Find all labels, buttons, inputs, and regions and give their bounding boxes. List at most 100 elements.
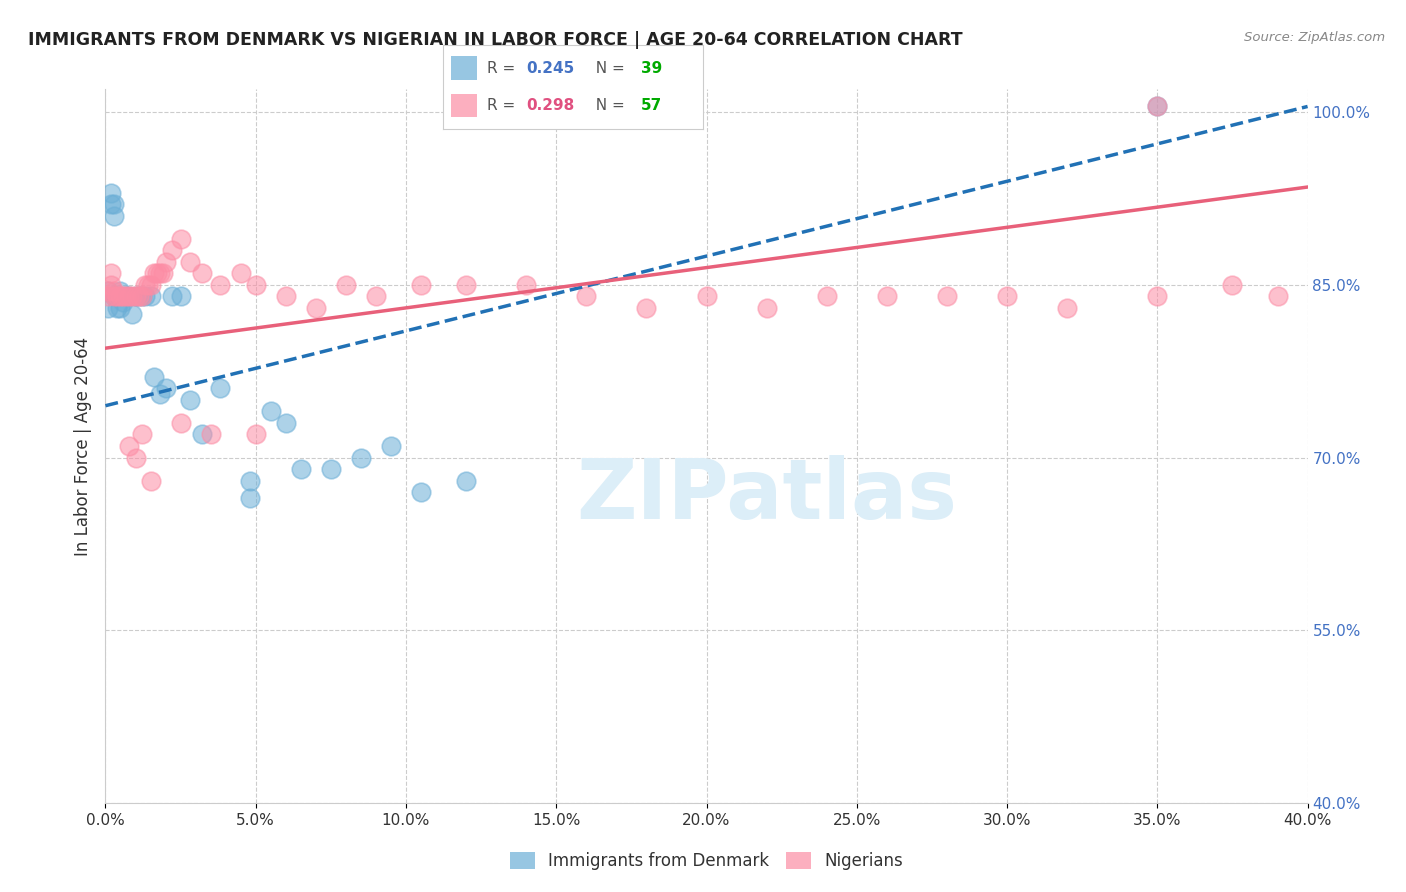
Point [100, 277, 122, 292]
Point [131, 427, 153, 442]
Point [274, 289, 297, 303]
Point [136, 277, 159, 292]
Point [112, 295, 135, 310]
Point [245, 277, 267, 292]
Point [110, 284, 132, 298]
Point [115, 289, 138, 303]
Point [155, 255, 177, 269]
Point [515, 277, 537, 292]
Point [112, 289, 135, 303]
Point [815, 289, 838, 303]
Point [179, 392, 201, 407]
Point [364, 289, 387, 303]
Point [696, 289, 718, 303]
Point [100, 197, 122, 211]
Point [335, 277, 357, 292]
Point [128, 289, 150, 303]
Point [131, 289, 153, 303]
Point [118, 439, 141, 453]
Point [350, 450, 373, 465]
Point [121, 289, 143, 303]
Point [1222, 277, 1244, 292]
Text: 39: 39 [641, 61, 662, 76]
Bar [451, 94, 477, 118]
Point [115, 289, 138, 303]
Point [97, 289, 120, 303]
Point [131, 289, 153, 303]
Point [229, 266, 252, 280]
Text: Source: ZipAtlas.com: Source: ZipAtlas.com [1244, 31, 1385, 45]
Text: 0.298: 0.298 [526, 98, 575, 113]
Point [124, 450, 146, 465]
Text: R =: R = [486, 98, 520, 113]
Text: N =: N = [586, 61, 630, 76]
Point [319, 462, 342, 476]
Point [148, 387, 170, 401]
Point [169, 416, 191, 430]
Point [160, 289, 183, 303]
Point [100, 266, 122, 280]
Text: 57: 57 [641, 98, 662, 113]
Point [103, 209, 125, 223]
Text: ZIPatlas: ZIPatlas [576, 456, 957, 536]
Point [1146, 99, 1168, 113]
Point [124, 289, 146, 303]
Point [124, 289, 146, 303]
Point [380, 439, 402, 453]
Point [139, 289, 162, 303]
Point [409, 277, 432, 292]
Point [160, 244, 183, 258]
Point [169, 289, 191, 303]
Point [145, 266, 167, 280]
Point [876, 289, 898, 303]
Text: R =: R = [486, 61, 520, 76]
Point [936, 289, 959, 303]
Point [103, 197, 125, 211]
Point [190, 266, 212, 280]
Point [139, 474, 162, 488]
Point [245, 427, 267, 442]
Bar [451, 56, 477, 80]
Text: IMMIGRANTS FROM DENMARK VS NIGERIAN IN LABOR FORCE | AGE 20-64 CORRELATION CHART: IMMIGRANTS FROM DENMARK VS NIGERIAN IN L… [28, 31, 963, 49]
Point [305, 301, 328, 315]
Point [142, 370, 165, 384]
Point [97, 284, 120, 298]
Point [755, 301, 778, 315]
Point [121, 307, 143, 321]
Text: N =: N = [586, 98, 630, 113]
Point [239, 474, 262, 488]
Text: 0.245: 0.245 [526, 61, 575, 76]
Point [103, 284, 125, 298]
Point [636, 301, 658, 315]
Point [179, 255, 201, 269]
Point [118, 289, 141, 303]
Point [208, 381, 231, 395]
Point [148, 266, 170, 280]
Point [274, 416, 297, 430]
Point [97, 284, 120, 298]
Point [190, 427, 212, 442]
Point [103, 289, 125, 303]
Point [107, 289, 129, 303]
Point [128, 289, 150, 303]
Point [575, 289, 598, 303]
Point [97, 301, 120, 315]
Point [208, 277, 231, 292]
Point [134, 289, 156, 303]
Point [107, 289, 129, 303]
Point [290, 462, 312, 476]
Point [1146, 99, 1168, 113]
Point [134, 277, 156, 292]
Legend: Immigrants from Denmark, Nigerians: Immigrants from Denmark, Nigerians [503, 845, 910, 877]
Point [200, 427, 222, 442]
Point [103, 289, 125, 303]
Point [409, 485, 432, 500]
Point [107, 301, 129, 315]
Point [454, 277, 477, 292]
Point [152, 266, 174, 280]
Point [110, 289, 132, 303]
Point [1146, 289, 1168, 303]
Point [139, 277, 162, 292]
Point [142, 266, 165, 280]
Point [260, 404, 283, 418]
